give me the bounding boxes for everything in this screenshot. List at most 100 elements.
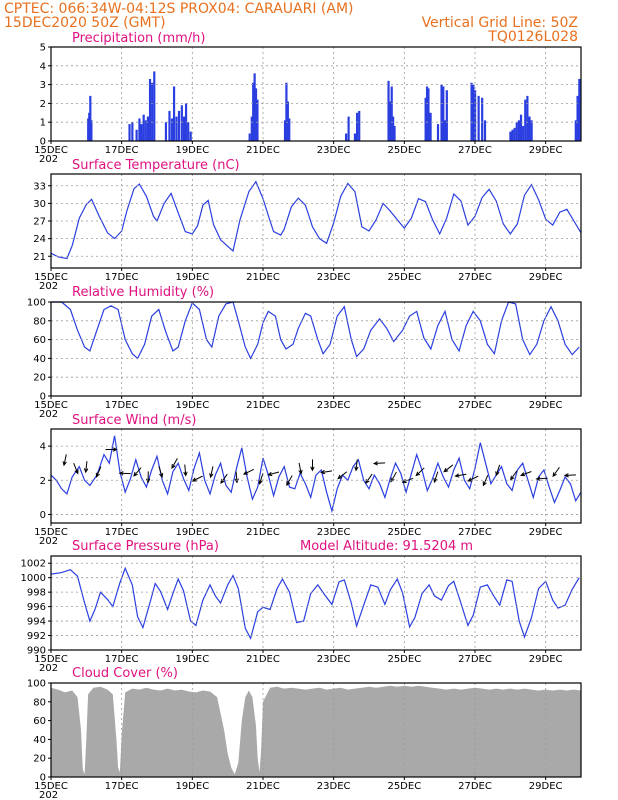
humidity-x-tick-label: 29DEC [529,400,563,411]
humidity-y-tick-label: 100 [27,298,46,309]
precipitation-bar [164,122,168,141]
pressure-y-tick-label: 994 [27,617,46,628]
pressure-panel: 990 992 994 996 998 1000 1002 15DEC 17DEC 19DEC 21… [21,555,582,674]
cloud-cover-panel: 0 20 40 60 80 100 15DEC 17DEC 19DEC 21DEC 23DEC 25D… [27,679,582,800]
temperature-x-tick-label: 25DEC [387,272,421,283]
wind-arrow [105,447,118,452]
precipitation-y-tick-label: 2 [40,99,46,110]
header-date: 15DEC2020 50Z (GMT) [4,15,166,31]
precipitation-bar [168,110,171,141]
humidity-x-tick-label: 19DEC [175,400,209,411]
precipitation-x-tick-label: 17DEC [105,145,139,156]
temperature-x-tick-label: 29DEC [529,272,563,283]
precipitation-bar [177,110,181,141]
wind-line [50,435,582,514]
precipitation-bar [519,114,523,141]
precipitation-x-tick-label: 15DEC [34,145,68,156]
precipitation-bar [511,129,514,141]
precipitation-bar [576,95,579,141]
wind-arrow [73,463,79,475]
wind-arrow [220,473,228,485]
wind-arrow [258,473,264,485]
temperature-x-tick-label: 19DEC [175,272,209,283]
precipitation-bar [182,116,186,141]
precipitation-bar [254,88,258,141]
wind-arrow [171,458,178,469]
temperature-y-tick-label: 27 [33,217,46,228]
precipitation-y-tick-label: 3 [40,80,46,91]
cloud-cover-x-tick-label: 17DEC [105,781,139,792]
humidity-y-tick-label: 20 [33,373,46,384]
precipitation-bar [442,86,445,141]
temperature-x-tick-label: 15DEC [34,272,68,283]
precipitation-bar [250,116,253,141]
precipitation-bar [253,73,256,141]
precipitation-bar [474,90,477,141]
cloud-cover-y-tick-label: 0 [40,773,46,784]
precipitation-bar [172,86,176,141]
precipitation-bar [393,125,396,141]
precipitation-bar [509,131,512,141]
wind-arrow [83,461,89,474]
precipitation-x-tick-label: 27DEC [458,145,492,156]
wind-arrow [183,464,188,477]
humidity-x-tick-label: 21DEC [246,400,280,411]
cloud-cover-y-tick-label: 20 [33,754,46,765]
temperature-y-tick-label: 21 [33,252,46,263]
cloud-cover-area [51,685,581,777]
humidity-x-tick-label: 17DEC [105,400,139,411]
precipitation-bar [345,133,348,141]
precipitation-y-tick-label: 1 [40,118,46,129]
wind-arrow [354,459,359,472]
humidity-panel: 0 20 40 60 80 100 15DEC 17DEC 19DEC 21DEC 23DEC 25D… [27,298,582,420]
precipitation-bar [429,112,432,141]
precipitation-y-tick-label: 4 [40,61,46,72]
temperature-x-tick-label: 27DEC [458,272,492,283]
precipitation-panel: 0 1 2 3 4 5 15DEC 17DEC 19DEC 21DEC 23DEC 25DEC 27DE… [34,43,582,165]
temperature-y-tick-label: 33 [33,181,46,192]
precipitation-bar [390,86,393,141]
precipitation-bar [153,71,156,141]
wind-arrow [267,471,280,477]
pressure-x-tick-label: 21DEC [246,654,280,665]
temperature-year-label: 202 [39,281,58,292]
precipitation-bar [424,97,427,141]
humidity-line [51,301,580,360]
temperature-y-tick-label: 24 [33,234,46,245]
precipitation-bar [286,101,289,141]
precipitation-bar [355,112,359,141]
precipitation-bar [138,118,141,141]
humidity-x-tick-label: 25DEC [387,400,421,411]
precipitation-bar [151,82,154,141]
pressure-x-tick-label: 15DEC [34,654,68,665]
precipitation-bar [146,116,150,141]
model-altitude-label: Model Altitude: 91.5204 m [300,539,473,554]
cloud-cover-y-tick-label: 60 [33,716,46,727]
wind-y-tick-label: 2 [40,476,46,487]
wind-x-tick-label: 29DEC [529,527,563,538]
humidity-title: Relative Humidity (%) [72,285,214,300]
precipitation-bar [89,95,92,141]
temperature-y-tick-label: 30 [33,199,46,210]
precipitation-bar [477,95,480,141]
precipitation-bar [481,97,484,141]
header-grid-line: Vertical Grid Line: 50Z [422,15,578,31]
precipitation-bar [574,120,577,141]
cloud-cover-y-tick-label: 40 [33,735,46,746]
precipitation-bar [285,82,288,141]
precipitation-title: Precipitation (mm/h) [72,31,205,46]
wind-y-tick-label: 0 [40,510,46,521]
precipitation-bar [524,99,527,141]
cloud-cover-x-tick-label: 19DEC [175,781,209,792]
precipitation-bar [443,120,447,141]
wind-arrow [520,471,532,477]
precipitation-bar [144,120,147,141]
header-station: CPTEC: 066:34W-04:12S PROX04: CARAUARI (… [4,1,354,17]
cloud-cover-x-tick-label: 25DEC [387,781,421,792]
wind-arrow [158,466,164,479]
precipitation-bar [135,129,138,141]
pressure-y-tick-label: 1000 [21,573,46,584]
wind-arrow [320,469,333,475]
precipitation-bar [387,80,390,141]
